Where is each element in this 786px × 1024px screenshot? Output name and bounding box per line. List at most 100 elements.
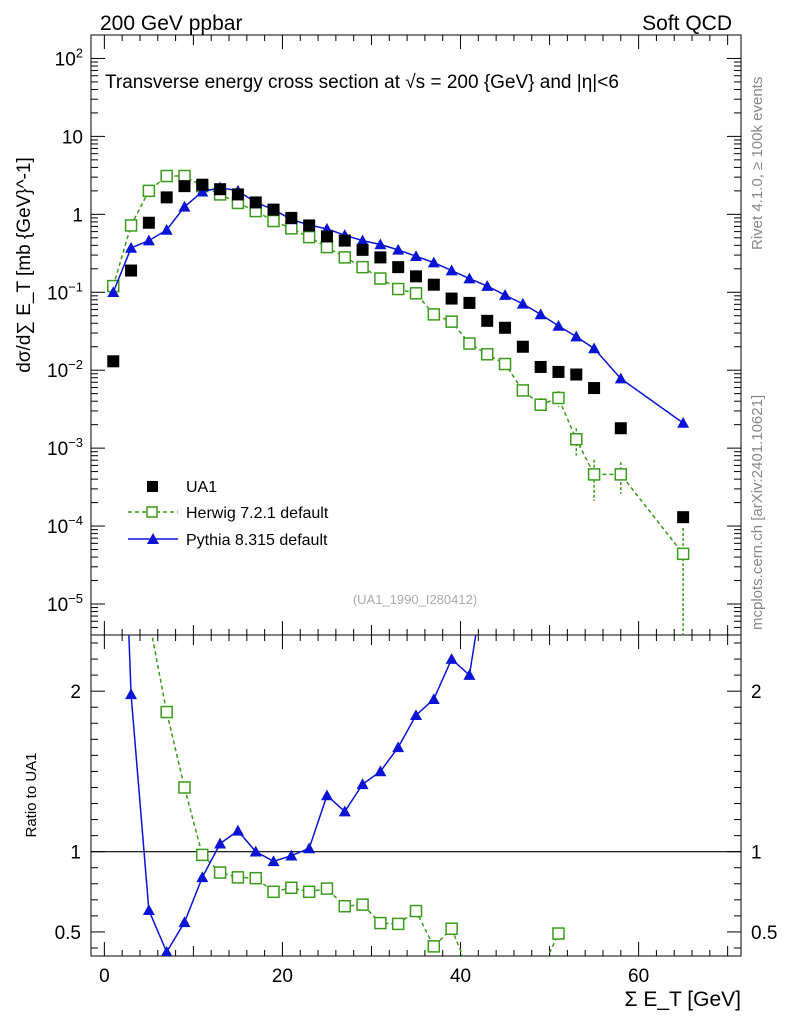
pythia-point: [160, 223, 173, 235]
ua1-point: [356, 243, 369, 256]
ratio-y-tick-label: 2: [70, 682, 81, 703]
pythia-point: [445, 264, 458, 276]
pythia-ratio-point: [392, 741, 405, 753]
ua1-point: [107, 355, 120, 368]
pythia-point: [677, 417, 690, 428]
herwig-point: [463, 337, 476, 350]
herwig-ratio-line: [151, 635, 453, 948]
herwig-point: [676, 547, 690, 561]
main-y-tick-label: 102: [55, 45, 83, 70]
ua1-point: [160, 191, 173, 204]
ua1-point: [142, 216, 155, 229]
pythia-ratio-point: [231, 824, 244, 836]
herwig-point: [124, 219, 138, 232]
main-y-axis-label: dσ/d∑ E_T [mb {GeV}^-1]: [14, 157, 35, 373]
herwig-ratio-point: [160, 705, 173, 719]
ua1-point: [588, 382, 601, 395]
pythia-ratio-point: [374, 765, 387, 777]
pythia-point: [107, 286, 120, 298]
herwig-point: [142, 184, 156, 198]
herwig-ratio-point: [391, 917, 405, 931]
herwig-ratio-point: [213, 866, 227, 879]
ua1-point: [463, 296, 476, 309]
ua1-point: [481, 314, 494, 327]
ua1-point: [374, 251, 387, 264]
herwig-point: [614, 468, 628, 481]
herwig-point: [552, 391, 565, 405]
herwig-point: [285, 222, 298, 235]
herwig-ratio-line-tail: [450, 928, 464, 956]
herwig-ratio-point: [178, 781, 191, 794]
ratio-panel-frame: [90, 634, 742, 957]
ua1-point: [267, 203, 280, 216]
legend-pythia-marker: [147, 533, 159, 544]
ua1-point: [552, 365, 565, 378]
ua1-point: [677, 511, 690, 524]
ratio-y-axis-label: Ratio to UA1: [23, 752, 40, 837]
rivet-label: Rivet 4.1.0, ≥ 100k events: [749, 77, 766, 250]
herwig-ratio-point: [302, 885, 316, 899]
pythia-point: [410, 250, 422, 262]
x-tick-label: 0: [99, 966, 110, 987]
pythia-ratio-point: [320, 789, 333, 801]
herwig-point: [267, 214, 280, 228]
energy-header: 200 GeV ppbar: [100, 12, 242, 35]
pythia-point: [481, 280, 494, 291]
ua1-point: [231, 188, 244, 201]
pythia-point: [374, 238, 387, 250]
ratio-y-tick-label-right: 0.5: [751, 923, 777, 944]
ua1-point: [516, 340, 529, 353]
herwig-ratio-point: [409, 904, 423, 918]
herwig-point: [374, 272, 387, 285]
x-tick-label: 40: [450, 966, 471, 987]
pythia-point: [142, 234, 155, 246]
ua1-point: [214, 183, 227, 196]
herwig-ratio-line-end: [547, 933, 560, 956]
pythia-point: [534, 308, 547, 320]
pythia-ratio-point: [161, 945, 173, 956]
ua1-point: [196, 178, 209, 191]
pythia-point: [499, 289, 512, 300]
herwig-ratio-point: [231, 871, 245, 884]
pythia-point: [588, 342, 601, 354]
herwig-point: [570, 432, 583, 446]
pythia-ratio-point: [463, 669, 476, 680]
ua1-point: [320, 230, 333, 243]
main-y-ticks: 102 10 1 10−1 10−2 10−3 10−4 10−5: [47, 34, 741, 636]
herwig-ratio-point: [445, 922, 458, 935]
ratio-plot-area: [91, 635, 741, 956]
legend-pythia-label: Pythia 8.315 default: [186, 532, 328, 549]
ua1-point: [534, 360, 547, 373]
ua1-point: [303, 219, 316, 232]
pythia-point: [392, 243, 405, 255]
herwig-ratio-point: [356, 898, 369, 911]
main-plot-area: [107, 169, 690, 635]
legend-herwig-marker: [146, 506, 158, 518]
x-tick-label: 60: [628, 966, 649, 987]
herwig-point: [427, 308, 441, 321]
main-y-tick-label: 10−2: [47, 357, 83, 382]
ratio-axis-ticks: 0 20 40 60 0.5 0.5 1 1 2 2: [55, 635, 777, 987]
pythia-point: [570, 330, 583, 342]
herwig-ratio-point: [427, 940, 441, 953]
herwig-point: [480, 348, 494, 361]
herwig-point: [516, 384, 530, 397]
pythia-point: [552, 319, 565, 331]
pythia-point: [178, 200, 191, 212]
pythia-point: [356, 234, 369, 246]
ua1-point: [125, 264, 138, 277]
pythia-ratio-point: [410, 709, 422, 721]
pythia-point: [614, 372, 627, 384]
pythia-ratio-point: [178, 916, 191, 928]
x-axis-label: Σ E_T [GeV]: [625, 988, 741, 1011]
herwig-point: [338, 251, 352, 264]
pythia-ratio-point: [267, 855, 280, 867]
legend: UA1 Herwig 7.2.1 default Pythia 8.315 de…: [128, 479, 329, 549]
herwig-ratio-point: [267, 885, 280, 899]
pythia-ratio-point: [427, 693, 440, 704]
pythia-ratio-point: [303, 842, 316, 854]
herwig-ratio-point: [338, 899, 352, 913]
pythia-ratio-point: [338, 805, 351, 817]
ua1-point: [499, 321, 512, 334]
